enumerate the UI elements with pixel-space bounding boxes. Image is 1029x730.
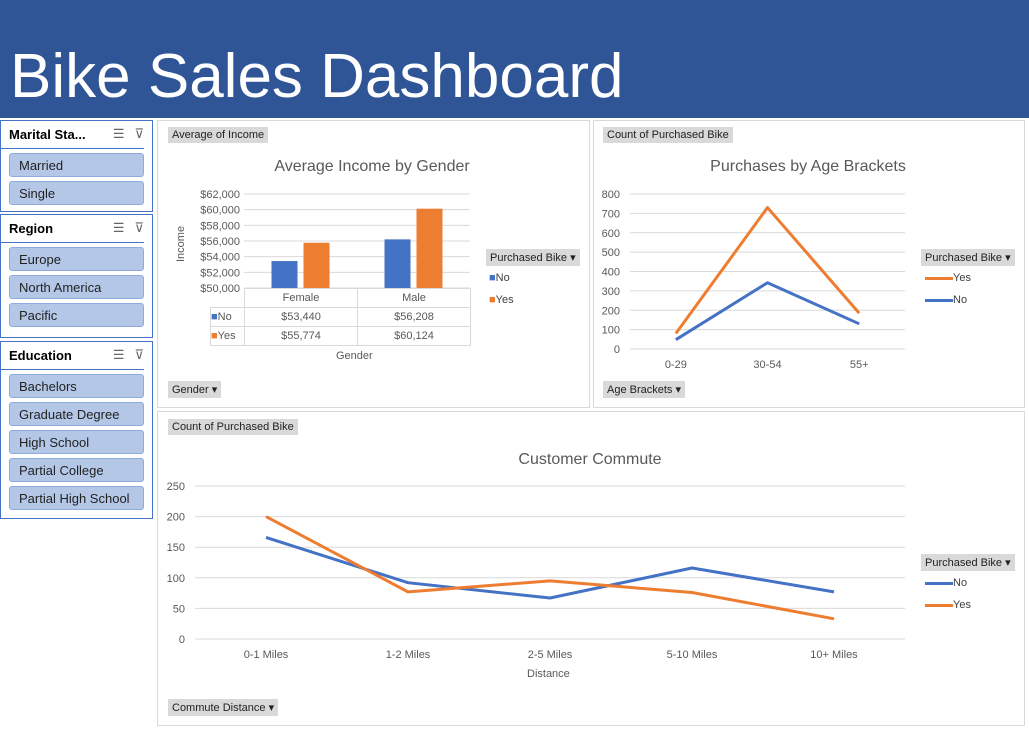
y-tick-label: $62,000 xyxy=(200,189,240,201)
multi-select-icon[interactable]: ☰ xyxy=(112,220,125,235)
y-tick-label: $50,000 xyxy=(200,283,240,295)
x-tick-label: 1-2 Miles xyxy=(386,649,431,661)
x-tick-label: 5-10 Miles xyxy=(667,649,718,661)
y-tick-label: 200 xyxy=(167,512,185,524)
line-series-yes xyxy=(265,515,835,621)
slicer-title: Marital Sta... xyxy=(9,127,86,142)
y-tick-label: 400 xyxy=(602,267,620,279)
legend-field-button[interactable]: Purchased Bike ▾ xyxy=(921,249,1015,266)
slicer-item-bachelors[interactable]: Bachelors xyxy=(9,374,144,398)
slicer-title: Region xyxy=(9,221,54,236)
y-tick-label: $56,000 xyxy=(200,236,240,248)
bar-no xyxy=(384,239,411,288)
x-axis-title: Distance xyxy=(527,668,570,680)
slicer-item-single[interactable]: Single xyxy=(9,181,144,205)
button-label: Purchased Bike xyxy=(925,252,1003,264)
slicer-item-married[interactable]: Married xyxy=(9,153,144,177)
y-tick-label: 50 xyxy=(173,603,185,615)
slicer-title: Education xyxy=(9,348,72,363)
legend-item-no: No xyxy=(925,294,967,306)
button-label: Purchased Bike xyxy=(490,252,568,264)
y-tick-label: 0 xyxy=(614,344,620,356)
line-series-no xyxy=(265,535,835,600)
values-field-button[interactable]: Count of Purchased Bike xyxy=(603,127,733,143)
line-series-no xyxy=(675,281,860,341)
values-field-button[interactable]: Average of Income xyxy=(168,127,269,143)
clear-filter-icon[interactable]: ⊽ xyxy=(134,347,144,362)
chart-title: Customer Commute xyxy=(518,451,662,468)
slicer-marital-status: Marital Sta... ☰ ⊽ Married Single xyxy=(0,120,153,212)
y-tick-label: 800 xyxy=(602,189,620,201)
slicer-item-high-school[interactable]: High School xyxy=(9,430,144,454)
legend-field-button[interactable]: Purchased Bike ▾ xyxy=(921,554,1015,571)
button-label: Purchased Bike xyxy=(925,557,1003,569)
clear-filter-icon[interactable]: ⊽ xyxy=(134,220,144,235)
y-tick-label: 100 xyxy=(167,573,185,585)
y-tick-label: 150 xyxy=(167,542,185,554)
y-tick-label: $54,000 xyxy=(200,252,240,264)
x-tick-label: 30-54 xyxy=(753,359,781,371)
legend-item-yes: ■Yes xyxy=(489,294,514,306)
multi-select-icon[interactable]: ☰ xyxy=(112,126,125,141)
legend-item-yes: Yes xyxy=(925,599,971,611)
x-tick-label: 0-29 xyxy=(665,359,687,371)
y-tick-label: 100 xyxy=(602,325,620,337)
axis-field-button[interactable]: Gender ▾ xyxy=(168,381,222,398)
x-tick-label: 0-1 Miles xyxy=(244,649,289,661)
legend-field-button[interactable]: Purchased Bike ▾ xyxy=(486,249,580,266)
legend-item-no: ■No xyxy=(489,272,510,284)
slicer-item-partial-high-school[interactable]: Partial High School xyxy=(9,486,144,510)
y-tick-label: 500 xyxy=(602,247,620,259)
values-field-button[interactable]: Count of Purchased Bike xyxy=(168,419,298,435)
page-title: Bike Sales Dashboard xyxy=(10,42,624,111)
chart-title: Average Income by Gender xyxy=(274,158,470,175)
bar-no xyxy=(271,261,298,288)
axis-field-button[interactable]: Commute Distance ▾ xyxy=(168,699,279,716)
y-tick-label: 300 xyxy=(602,286,620,298)
bar-yes xyxy=(416,208,443,288)
line-series-yes xyxy=(674,206,861,335)
y-tick-label: 600 xyxy=(602,228,620,240)
button-label: Age Brackets xyxy=(607,384,673,396)
dashboard-header: Bike Sales Dashboard xyxy=(0,0,1029,118)
slicer-item-pacific[interactable]: Pacific xyxy=(9,303,144,327)
slicer-item-europe[interactable]: Europe xyxy=(9,247,144,271)
y-tick-label: 0 xyxy=(179,634,185,646)
button-label: Gender xyxy=(172,384,209,396)
slicer-education: Education ☰ ⊽ Bachelors Graduate Degree Hi… xyxy=(0,341,153,519)
slicer-region: Region ☰ ⊽ Europe North America Pacific xyxy=(0,214,153,338)
x-tick-label: 2-5 Miles xyxy=(528,649,573,661)
y-tick-label: $60,000 xyxy=(200,205,240,217)
y-tick-label: $58,000 xyxy=(200,220,240,232)
legend-item-no: No xyxy=(925,577,967,589)
slicer-item-north-america[interactable]: North America xyxy=(9,275,144,299)
button-label: Commute Distance xyxy=(172,702,266,714)
axis-field-button[interactable]: Age Brackets ▾ xyxy=(603,381,685,398)
x-tick-label: 55+ xyxy=(850,359,869,371)
x-axis-title: Gender xyxy=(336,350,373,362)
x-tick-label: 10+ Miles xyxy=(810,649,858,661)
slicer-item-partial-college[interactable]: Partial College xyxy=(9,458,144,482)
data-table: Female Male ■No $53,440 $56,208 ■Yes $55,774… xyxy=(210,288,471,346)
y-tick-label: 200 xyxy=(602,305,620,317)
slicer-item-graduate-degree[interactable]: Graduate Degree xyxy=(9,402,144,426)
y-tick-label: 250 xyxy=(167,481,185,493)
multi-select-icon[interactable]: ☰ xyxy=(112,347,125,362)
y-tick-label: 700 xyxy=(602,208,620,220)
bar-yes xyxy=(303,242,330,288)
legend-item-yes: Yes xyxy=(925,272,971,284)
y-tick-label: $52,000 xyxy=(200,267,240,279)
commute-chart-card xyxy=(157,411,1025,726)
clear-filter-icon[interactable]: ⊽ xyxy=(134,126,144,141)
chart-title: Purchases by Age Brackets xyxy=(710,158,906,175)
